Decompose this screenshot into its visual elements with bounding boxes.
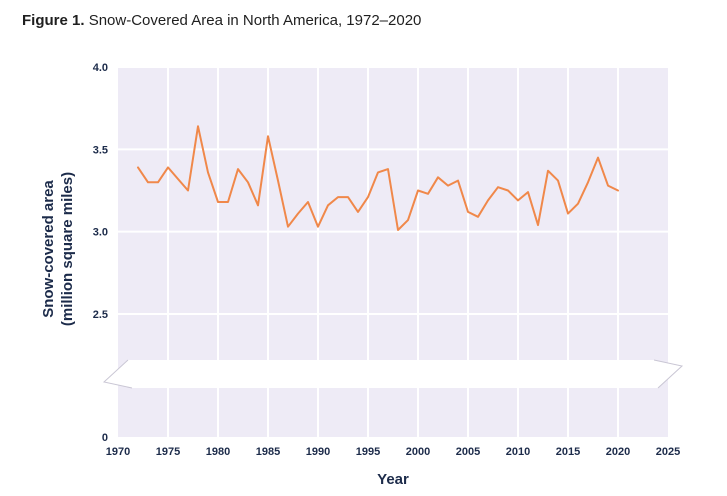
data-point <box>367 196 369 198</box>
figure-caption: Figure 1. Snow-Covered Area in North Ame… <box>22 12 421 29</box>
axis-break-right-zigzag <box>653 359 684 389</box>
data-point <box>337 196 339 198</box>
series-line-0 <box>137 125 619 231</box>
data-point <box>507 190 509 192</box>
x-tick-label: 1980 <box>206 446 230 458</box>
data-point <box>617 190 619 192</box>
data-point <box>347 196 349 198</box>
figure-title: Snow-Covered Area in North America, 1972… <box>88 12 422 29</box>
x-tick-label: 1975 <box>156 446 180 458</box>
data-point <box>497 186 499 188</box>
data-point <box>297 213 299 215</box>
x-axis-title: Year <box>377 471 409 488</box>
data-point <box>197 125 199 127</box>
data-point <box>137 166 139 168</box>
data-series <box>137 125 619 231</box>
data-point <box>417 190 419 192</box>
data-point <box>387 168 389 170</box>
data-point <box>527 191 529 193</box>
figure-label: Figure 1. <box>22 12 85 29</box>
data-point <box>317 226 319 228</box>
y-axis-title-line2: (million square miles) <box>59 172 76 326</box>
x-axis-ticks: 1970 1975 1980 1985 1990 1995 2000 2005 2010 2015… <box>106 446 680 458</box>
data-point <box>397 229 399 231</box>
data-point <box>217 201 219 203</box>
axis-break-left-zigzag <box>102 359 133 389</box>
data-point <box>457 180 459 182</box>
data-point <box>487 199 489 201</box>
data-point <box>607 185 609 187</box>
x-tick-label: 1990 <box>306 446 330 458</box>
data-point <box>257 204 259 206</box>
data-point <box>157 181 159 183</box>
data-point <box>167 166 169 168</box>
data-point <box>547 170 549 172</box>
axis-break-band <box>104 360 682 388</box>
data-point <box>277 180 279 182</box>
x-tick-label: 1995 <box>356 446 380 458</box>
data-point <box>237 168 239 170</box>
data-point <box>597 157 599 159</box>
data-point <box>577 203 579 205</box>
data-point <box>537 224 539 226</box>
data-point <box>407 219 409 221</box>
data-point <box>467 211 469 213</box>
data-point <box>357 211 359 213</box>
data-point <box>247 181 249 183</box>
axis-break <box>102 359 684 389</box>
data-point <box>287 226 289 228</box>
x-tick-label: 2025 <box>656 446 680 458</box>
data-point <box>307 201 309 203</box>
y-tick-label: 4.0 <box>93 62 108 74</box>
data-point <box>557 180 559 182</box>
y-axis-title-line1: Snow-covered area <box>40 180 57 318</box>
data-point <box>147 181 149 183</box>
data-point <box>587 181 589 183</box>
y-tick-label: 3.0 <box>93 227 108 239</box>
y-tick-label: 3.5 <box>93 144 108 156</box>
data-point <box>517 199 519 201</box>
x-tick-label: 2010 <box>506 446 530 458</box>
data-point <box>267 135 269 137</box>
y-axis-ticks: 0 2.5 3.0 3.5 4.0 <box>93 62 108 444</box>
x-tick-label: 1985 <box>256 446 280 458</box>
data-point <box>327 204 329 206</box>
data-point <box>477 216 479 218</box>
x-tick-label: 1970 <box>106 446 130 458</box>
y-tick-label: 0 <box>102 432 108 444</box>
x-tick-label: 2020 <box>606 446 630 458</box>
data-point <box>227 201 229 203</box>
x-tick-label: 2005 <box>456 446 480 458</box>
x-tick-label: 2000 <box>406 446 430 458</box>
data-point <box>447 185 449 187</box>
data-point <box>177 178 179 180</box>
data-point <box>437 176 439 178</box>
x-tick-label: 2015 <box>556 446 580 458</box>
data-point <box>207 171 209 173</box>
data-point <box>427 193 429 195</box>
data-point <box>187 190 189 192</box>
data-point <box>567 213 569 215</box>
y-tick-label: 2.5 <box>93 309 108 321</box>
data-point <box>377 171 379 173</box>
